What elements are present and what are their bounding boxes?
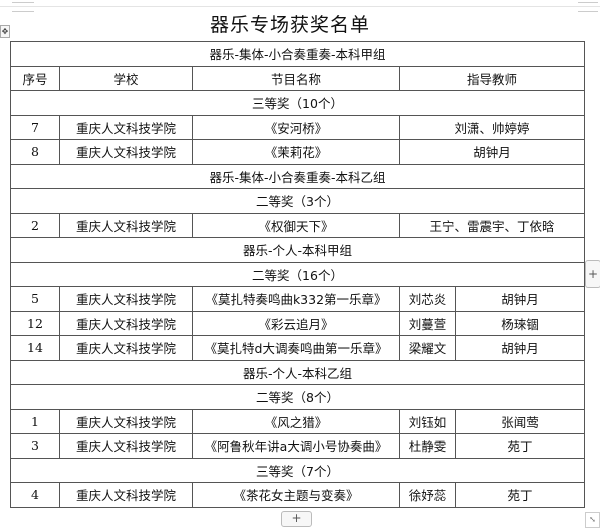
student-cell[interactable]: 刘钰如: [399, 408, 456, 434]
table-row: 1 重庆人文科技学院 《风之猎》 刘钰如 张闻莺: [10, 408, 586, 434]
program-cell[interactable]: 《莫扎特d大调奏鸣曲第一乐章》: [192, 335, 400, 361]
award-row: 二等奖（3个）: [9, 188, 586, 214]
school-cell[interactable]: 重庆人文科技学院: [59, 139, 193, 165]
header-school[interactable]: 学校: [59, 65, 193, 91]
table-row: 12 重庆人文科技学院 《彩云追月》 刘蔓萱 杨琜锢: [10, 310, 586, 336]
table-row: 3 重庆人文科技学院 《阿鲁秋年讲a大调小号协奏曲》 杜静雯 苑丁: [10, 433, 586, 459]
header-program[interactable]: 节目名称: [192, 65, 400, 91]
school-cell[interactable]: 重庆人文科技学院: [59, 310, 193, 336]
awards-table: 器乐-集体-小合奏重奏-本科甲组 序号 学校 节目名称 指导教师 三等奖（10个） 7 重庆人…: [9, 41, 586, 508]
program-cell[interactable]: 《风之猎》: [192, 408, 400, 434]
program-cell[interactable]: 《莫扎特奏鸣曲k332第一乐章》: [192, 286, 400, 312]
school-cell[interactable]: 重庆人文科技学院: [59, 286, 193, 312]
student-cell[interactable]: 刘蔓萱: [399, 310, 456, 336]
group-row: 器乐-个人-本科乙组: [9, 359, 586, 385]
award-level-cell[interactable]: 三等奖（7个）: [9, 457, 586, 483]
teacher-cell[interactable]: 刘潇、帅婷婷: [398, 114, 586, 140]
add-column-button[interactable]: +: [585, 260, 600, 288]
award-level-cell[interactable]: 二等奖（16个）: [9, 261, 586, 287]
program-cell[interactable]: 《茉莉花》: [192, 139, 400, 165]
student-cell[interactable]: 刘芯炎: [399, 286, 456, 312]
no-cell[interactable]: 7: [10, 114, 60, 140]
award-row: 二等奖（16个）: [9, 261, 586, 287]
student-cell[interactable]: 徐妤蕊: [399, 482, 456, 508]
teacher-cell[interactable]: 王宁、雷震宇、丁依晗: [398, 212, 586, 238]
student-cell[interactable]: 杜静雯: [399, 433, 456, 459]
header-no[interactable]: 序号: [10, 65, 60, 91]
group-row: 器乐-个人-本科甲组: [9, 237, 586, 263]
table-row: 14 重庆人文科技学院 《莫扎特d大调奏鸣曲第一乐章》 梁耀文 胡钟月: [10, 335, 586, 361]
program-cell[interactable]: 《权御天下》: [192, 212, 400, 238]
teacher-cell[interactable]: 苑丁: [454, 482, 586, 508]
program-cell[interactable]: 《安河桥》: [192, 114, 400, 140]
school-cell[interactable]: 重庆人文科技学院: [59, 482, 193, 508]
group-title-cell[interactable]: 器乐-个人-本科甲组: [9, 237, 586, 263]
teacher-cell[interactable]: 张闻莺: [454, 408, 586, 434]
group-title-cell[interactable]: 器乐-个人-本科乙组: [9, 359, 586, 385]
table-row: 4 重庆人文科技学院 《茶花女主题与变奏》 徐妤蕊 苑丁: [10, 482, 586, 508]
group-row: 器乐-集体-小合奏重奏-本科甲组: [9, 41, 586, 67]
school-cell[interactable]: 重庆人文科技学院: [59, 335, 193, 361]
no-cell[interactable]: 3: [10, 433, 60, 459]
table-move-handle-icon[interactable]: ✥: [0, 25, 10, 38]
header-teacher[interactable]: 指导教师: [398, 65, 586, 91]
table-row: 8 重庆人文科技学院 《茉莉花》 胡钟月: [10, 139, 586, 165]
award-row: 三等奖（7个）: [9, 457, 586, 483]
school-cell[interactable]: 重庆人文科技学院: [59, 212, 193, 238]
no-cell[interactable]: 8: [10, 139, 60, 165]
award-level-cell[interactable]: 二等奖（8个）: [9, 384, 586, 410]
page-top-edge: [0, 6, 600, 7]
table-resize-icon[interactable]: ⤡: [585, 512, 600, 528]
award-level-cell[interactable]: 二等奖（3个）: [9, 188, 586, 214]
program-cell[interactable]: 《阿鲁秋年讲a大调小号协奏曲》: [192, 433, 400, 459]
school-cell[interactable]: 重庆人文科技学院: [59, 114, 193, 140]
no-cell[interactable]: 1: [10, 408, 60, 434]
student-cell[interactable]: 梁耀文: [399, 335, 456, 361]
group-title-cell[interactable]: 器乐-集体-小合奏重奏-本科甲组: [9, 41, 586, 67]
award-level-cell[interactable]: 三等奖（10个）: [9, 90, 586, 116]
group-row: 器乐-集体-小合奏重奏-本科乙组: [9, 163, 586, 189]
teacher-cell[interactable]: 胡钟月: [454, 286, 586, 312]
table-row: 2 重庆人文科技学院 《权御天下》 王宁、雷震宇、丁依晗: [10, 212, 586, 238]
group-title-cell[interactable]: 器乐-集体-小合奏重奏-本科乙组: [9, 163, 586, 189]
header-row: 序号 学校 节目名称 指导教师: [10, 65, 586, 91]
no-cell[interactable]: 4: [10, 482, 60, 508]
teacher-cell[interactable]: 苑丁: [454, 433, 586, 459]
table-row: 7 重庆人文科技学院 《安河桥》 刘潇、帅婷婷: [10, 114, 586, 140]
margin-marker-left: [12, 2, 34, 12]
program-cell[interactable]: 《彩云追月》: [192, 310, 400, 336]
table-row: 5 重庆人文科技学院 《莫扎特奏鸣曲k332第一乐章》 刘芯炎 胡钟月: [10, 286, 586, 312]
award-row: 二等奖（8个）: [9, 384, 586, 410]
document-title: 器乐专场获奖名单: [209, 14, 370, 36]
no-cell[interactable]: 2: [10, 212, 60, 238]
add-row-button[interactable]: +: [281, 511, 312, 527]
school-cell[interactable]: 重庆人文科技学院: [59, 433, 193, 459]
award-row: 三等奖（10个）: [9, 90, 586, 116]
no-cell[interactable]: 12: [10, 310, 60, 336]
program-cell[interactable]: 《茶花女主题与变奏》: [192, 482, 400, 508]
teacher-cell[interactable]: 胡钟月: [398, 139, 586, 165]
margin-marker-right: [578, 2, 598, 12]
no-cell[interactable]: 5: [10, 286, 60, 312]
teacher-cell[interactable]: 胡钟月: [454, 335, 586, 361]
teacher-cell[interactable]: 杨琜锢: [454, 310, 586, 336]
no-cell[interactable]: 14: [10, 335, 60, 361]
school-cell[interactable]: 重庆人文科技学院: [59, 408, 193, 434]
